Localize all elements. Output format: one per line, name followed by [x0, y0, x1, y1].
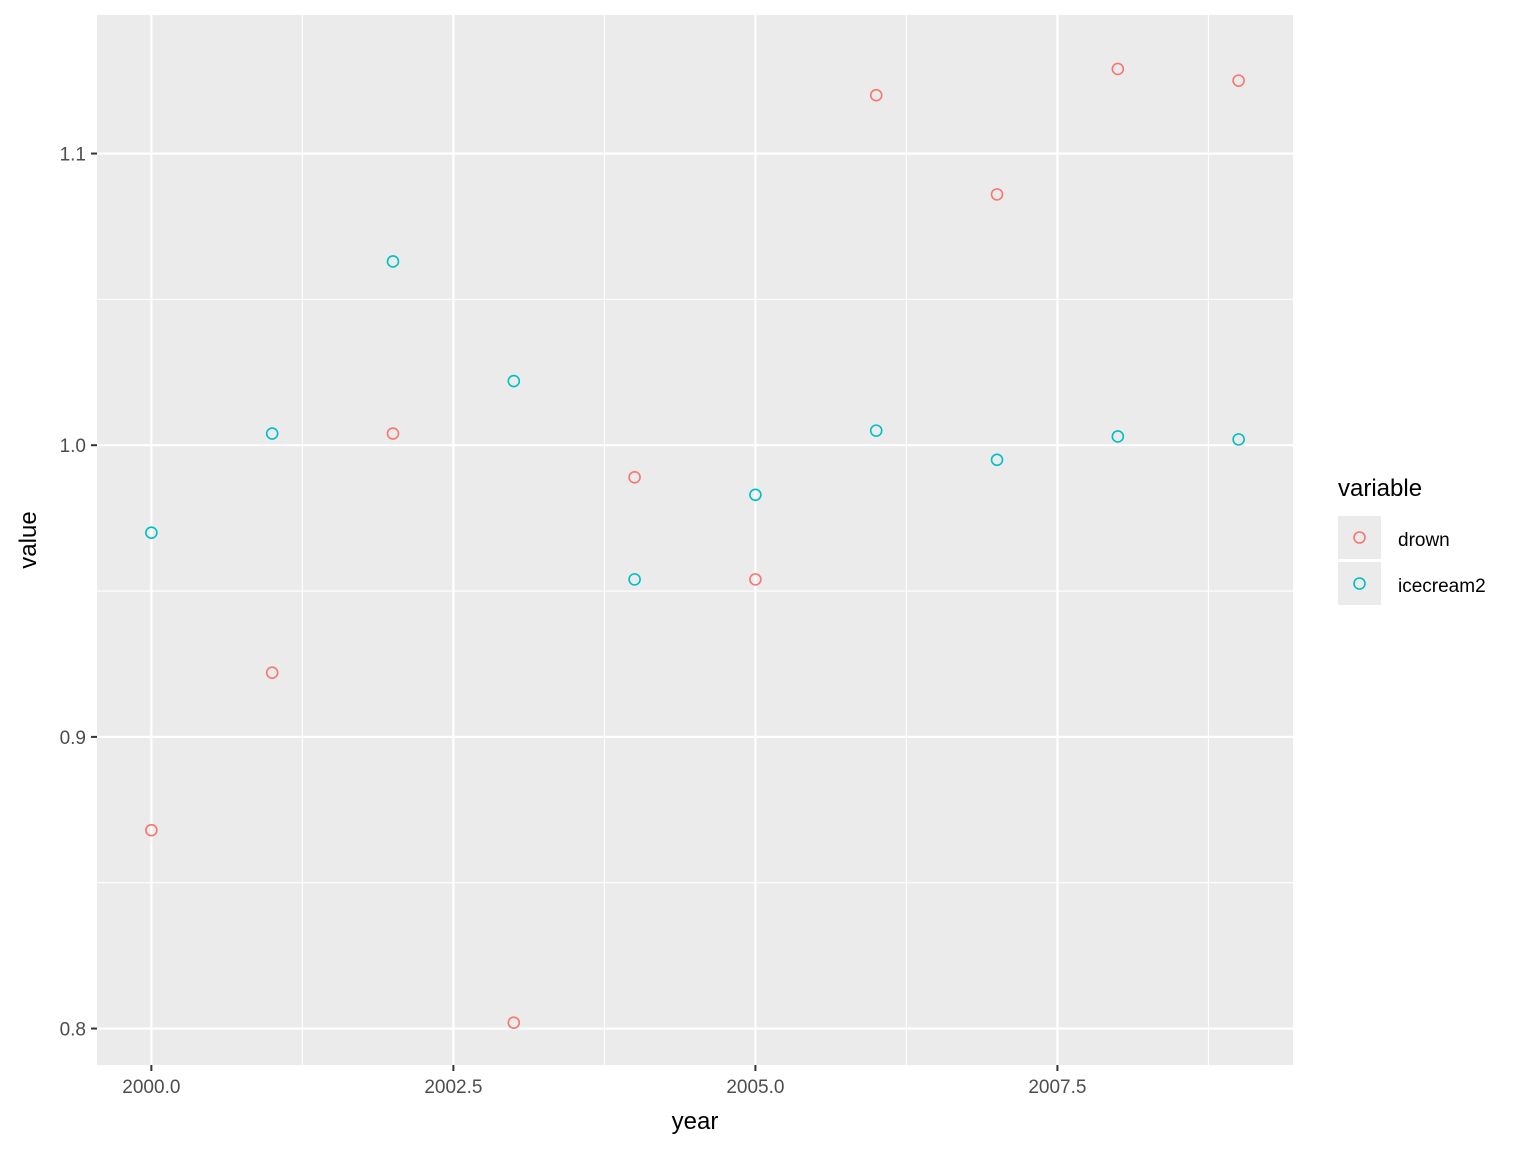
y-tick-label: 1.1: [60, 145, 86, 166]
point-icecream2: [869, 424, 883, 437]
point-drown: [749, 573, 762, 586]
data-points: [145, 62, 1245, 1030]
point-icecream2: [386, 255, 400, 268]
point-icecream2: [628, 573, 641, 586]
minor-gridlines: [97, 15, 1293, 1065]
y-axis-title: value: [15, 511, 42, 568]
point-icecream2: [145, 526, 158, 540]
y-tick-label: 0.8: [60, 1020, 86, 1041]
x-tick-label: 2002.5: [424, 1077, 482, 1098]
legend: variable drown icecream2: [1338, 475, 1486, 605]
plot-panel: [97, 15, 1293, 1065]
y-tick-label: 1.0: [60, 436, 86, 457]
legend-title: variable: [1338, 475, 1422, 502]
point-drown: [386, 427, 400, 440]
point-drown: [1111, 62, 1125, 76]
legend-label-icecream2: icecream2: [1398, 576, 1486, 597]
x-axis: 2000.0 2002.5 2005.0 2007.5: [122, 1065, 1086, 1098]
legend-symbol-icecream2: [1353, 577, 1366, 590]
x-tick-label: 2007.5: [1028, 1077, 1086, 1098]
x-tick-label: 2000.0: [122, 1077, 180, 1098]
point-drown: [990, 188, 1004, 201]
point-drown: [869, 88, 883, 102]
major-gridlines: [97, 15, 1293, 1065]
point-drown: [145, 823, 158, 837]
legend-key-icecream2: [1338, 562, 1381, 605]
point-drown: [1232, 74, 1245, 87]
legend-symbol-drown: [1353, 531, 1366, 544]
point-icecream2: [1111, 430, 1125, 443]
point-icecream2: [265, 427, 279, 440]
x-tick-label: 2005.0: [726, 1077, 784, 1098]
y-tick-label: 0.9: [60, 728, 86, 749]
point-icecream2: [990, 453, 1004, 467]
x-axis-title: year: [672, 1108, 719, 1135]
point-icecream2: [749, 488, 762, 502]
legend-label-drown: drown: [1398, 530, 1450, 551]
y-axis: 0.8 0.9 1.0 1.1: [60, 145, 97, 1041]
point-icecream2: [507, 374, 521, 388]
legend-key-drown: [1338, 516, 1381, 559]
point-drown: [628, 470, 641, 484]
point-drown: [265, 666, 279, 680]
point-icecream2: [1232, 433, 1245, 446]
point-drown: [507, 1016, 521, 1030]
